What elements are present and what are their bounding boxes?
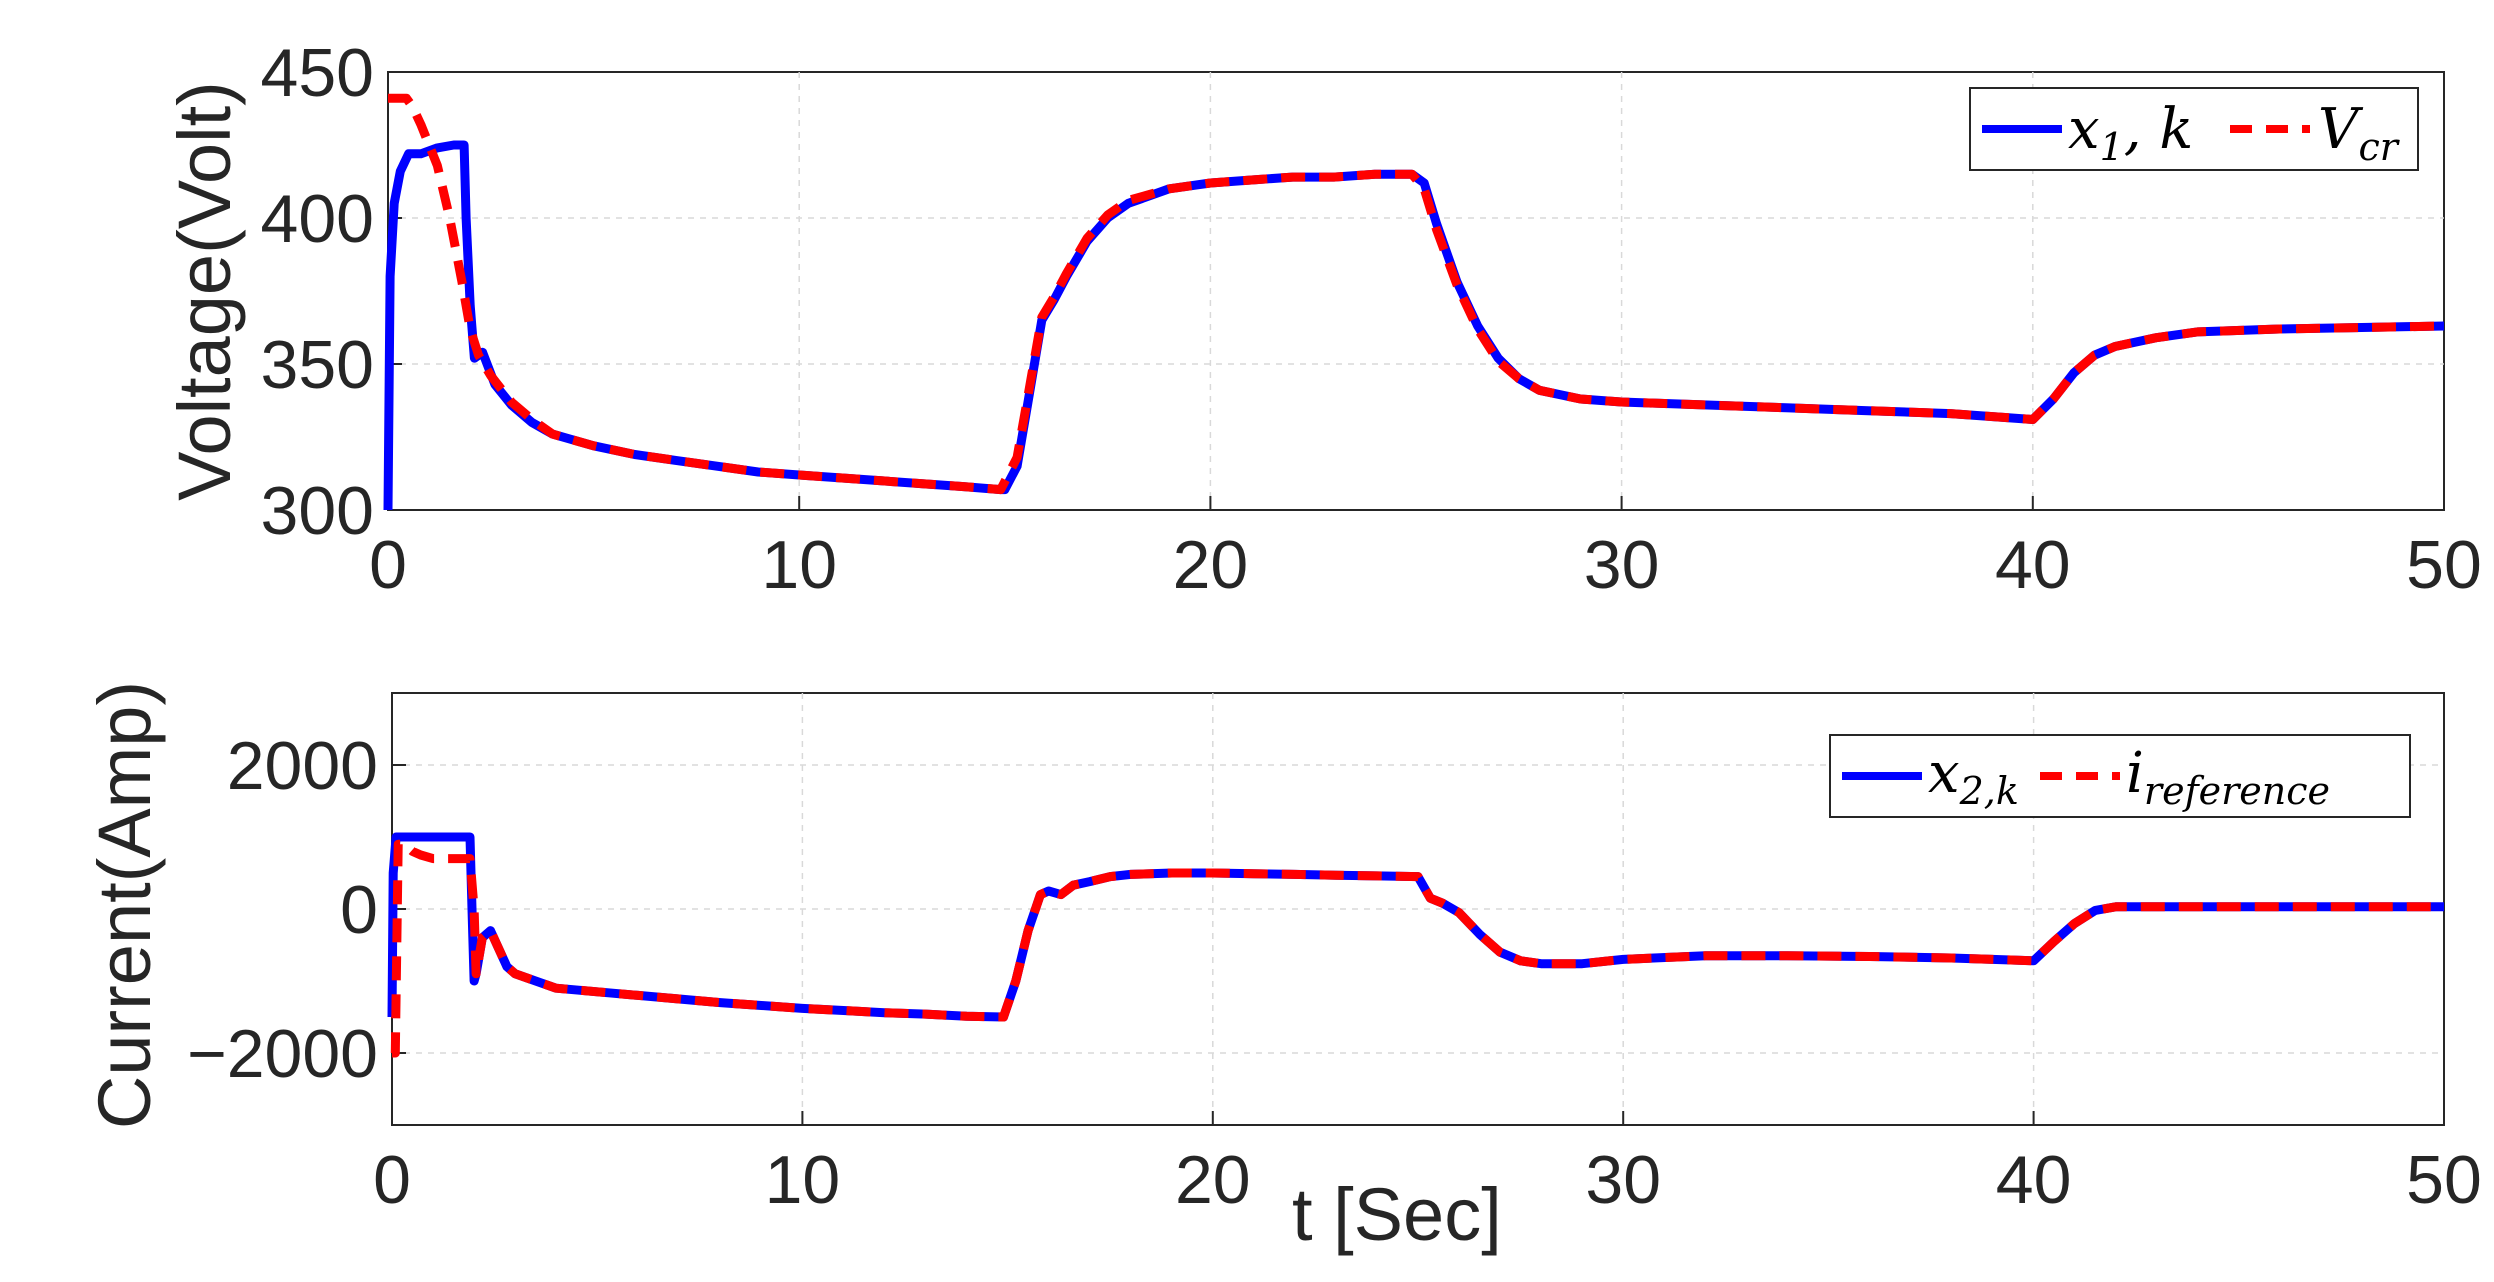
legend-x1k-tail: , k — [2124, 97, 2194, 162]
legend-label-iref: ireference — [2126, 741, 2330, 813]
voltage-ytick-label-2: 400 — [261, 181, 374, 257]
current-legend: x2,k ireference — [1829, 734, 2411, 818]
legend-label-x1k: x1, k — [2068, 97, 2193, 169]
current-xtick-label-0: 0 — [373, 1142, 411, 1218]
voltage-xtick-label-4: 40 — [1995, 527, 2071, 603]
current-series — [387, 832, 2444, 1058]
voltage-xtick-label-3: 30 — [1584, 527, 1660, 603]
voltage-ytick-label-1: 350 — [261, 327, 374, 403]
legend-vcr-main: V — [2318, 97, 2364, 162]
legend-x2k-sub: 2,k — [1959, 769, 2019, 813]
voltage-ylabel: Voltage(Volt) — [163, 81, 246, 501]
legend-label-vcr: Vcr — [2318, 97, 2401, 169]
current-ticks: 0 10 20 30 40 50 −2000 0 2000 — [187, 728, 2482, 1218]
legend-x1k-sub: 1 — [2100, 125, 2124, 169]
legend-x1k-main: x — [2068, 97, 2100, 162]
voltage-xtick-label-1: 10 — [761, 527, 837, 603]
voltage-ytick-label-3: 450 — [261, 35, 374, 111]
current-xtick-label-2: 20 — [1175, 1142, 1251, 1218]
voltage-panel: 0 10 20 30 40 50 300 350 400 450 Voltage(Volt) x1… — [163, 35, 2482, 603]
voltage-ytick-label-0: 300 — [261, 473, 374, 549]
legend-iref-sub: reference — [2144, 769, 2330, 813]
voltage-ticks: 0 10 20 30 40 50 300 350 400 450 — [261, 35, 2482, 603]
voltage-series — [383, 93, 2445, 511]
legend-iref-main: i — [2126, 741, 2144, 806]
voltage-xtick-label-2: 20 — [1173, 527, 1249, 603]
voltage-grid — [388, 72, 2444, 510]
current-ytick-label-1: 0 — [340, 872, 378, 948]
voltage-xtick-label-0: 0 — [369, 527, 407, 603]
legend-vcr-sub: cr — [2358, 125, 2400, 169]
current-series-reference-line — [390, 839, 2444, 1058]
legend-x2k-main: x — [1928, 741, 1960, 806]
current-xtick-label-5: 50 — [2406, 1142, 2482, 1218]
current-ytick-label-0: −2000 — [187, 1016, 378, 1092]
current-ylabel: Current(Amp) — [83, 681, 166, 1129]
current-xtick-label-4: 40 — [1996, 1142, 2072, 1218]
current-ytick-label-2: 2000 — [227, 728, 378, 804]
current-panel: 0 10 20 30 40 50 −2000 0 2000 Current(Amp) t [Se… — [83, 681, 2482, 1256]
legend-label-x2k: x2,k — [1928, 741, 2019, 813]
current-xlabel: t [Sec] — [1292, 1173, 1502, 1256]
current-xtick-label-1: 10 — [765, 1142, 841, 1218]
voltage-legend: x1, k Vcr — [1969, 87, 2419, 171]
voltage-series-reference-line — [388, 93, 2445, 495]
current-xtick-label-3: 30 — [1585, 1142, 1661, 1218]
voltage-xtick-label-5: 50 — [2406, 527, 2482, 603]
